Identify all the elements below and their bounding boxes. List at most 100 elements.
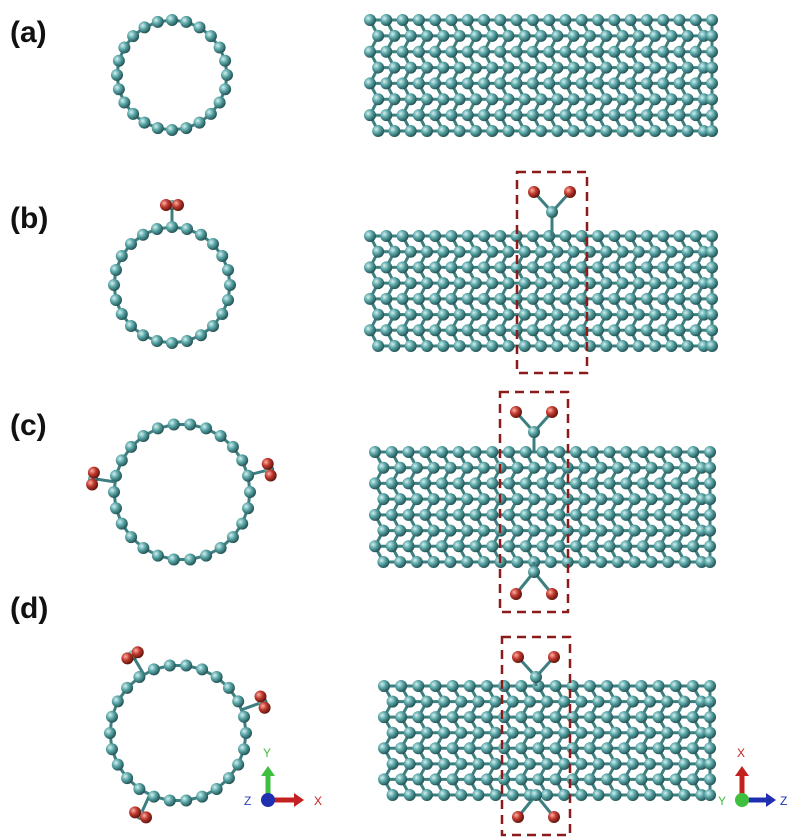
carbon-atom [244,486,256,498]
carbon-atom [127,108,139,120]
carbon-atom [380,109,392,121]
axis-origin [261,793,275,807]
axis-label: Z [780,794,787,808]
carbon-atom [559,77,571,89]
carbon-atom [671,540,683,552]
oxygen-atom [160,199,172,211]
carbon-atom [567,773,579,785]
carbon-atom [242,470,254,482]
carbon-atom [575,727,587,739]
carbon-atom [470,309,482,321]
carbon-atom [633,93,645,105]
carbon-atom [113,55,125,67]
carbon-atom [180,16,192,28]
carbon-atom [429,324,441,336]
carbon-atom [116,250,128,262]
carbon-atom [515,680,527,692]
carbon-atom [490,758,502,770]
carbon-atom [616,30,628,42]
carbon-atom [395,680,407,692]
carbon-atom [436,540,448,552]
carbon-atom [682,62,694,74]
carbon-atom [601,711,613,723]
carbon-atom [575,696,587,708]
oxygen-atom [140,811,152,823]
carbon-atom [550,711,562,723]
carbon-atom [455,696,467,708]
carbon-atom [616,125,628,137]
carbon-atom [527,77,539,89]
carbon-atom [429,261,441,273]
carbon-atom [568,30,580,42]
carbon-atom [633,246,645,258]
carbon-atom [515,773,527,785]
carbon-atom [543,77,555,89]
carbon-atom [641,293,653,305]
carbon-atom [620,540,632,552]
carbon-atom [665,246,677,258]
carbon-atom [380,324,392,336]
carbon-atom [649,340,661,352]
carbon-atom [673,109,685,121]
carbon-atom [528,426,540,438]
carbon-atom [378,773,390,785]
carbon-atom [665,125,677,137]
carbon-atom [568,62,580,74]
carbon-atom [527,230,539,242]
carbon-atom [405,93,417,105]
carbon-atom [502,246,514,258]
carbon-atom [211,783,223,795]
carbon-atom [612,462,624,474]
carbon-atom [584,62,596,74]
carbon-atom [625,230,637,242]
carbon-atom [200,422,212,434]
carbon-atom [627,758,639,770]
carbon-atom [592,46,604,58]
carbon-atom [649,246,661,258]
carbon-atom [486,277,498,289]
carbon-atom [464,773,476,785]
carbon-atom [429,230,441,242]
carbon-atom [151,223,163,235]
carbon-atom [568,93,580,105]
carbon-atom [403,446,415,458]
carbon-atom [608,14,620,26]
carbon-atom [553,477,565,489]
carbon-atom [535,246,547,258]
carbon-atom [139,21,151,33]
carbon-atom [372,30,384,42]
carbon-atom [215,542,227,554]
carbon-atom [236,454,248,466]
carbon-atom [397,46,409,58]
carbon-atom [625,46,637,58]
carbon-atom [706,230,718,242]
carbon-atom [219,55,231,67]
carbon-atom [530,671,542,683]
carbon-atom [637,477,649,489]
carbon-atom [397,77,409,89]
carbon-atom [486,93,498,105]
carbon-atom [137,329,149,341]
carbon-atom [455,727,467,739]
carbon-atom [372,340,384,352]
carbon-atom [645,556,657,568]
carbon-atom [559,109,571,121]
carbon-atom [654,446,666,458]
carbon-atom [532,742,544,754]
carbon-atom [429,46,441,58]
carbon-atom [657,46,669,58]
oxygen-atom [254,691,266,703]
carbon-atom [687,540,699,552]
carbon-atom [595,493,607,505]
carbon-atom [411,556,423,568]
carbon-atom [470,446,482,458]
carbon-atom [690,261,702,273]
carbon-atom [604,446,616,458]
oxygen-atom [512,811,524,823]
carbon-atom [706,93,718,105]
carbon-atom [494,109,506,121]
carbon-atom [378,742,390,754]
carbon-atom [671,477,683,489]
carbon-atom [152,550,164,562]
carbon-atom [380,77,392,89]
